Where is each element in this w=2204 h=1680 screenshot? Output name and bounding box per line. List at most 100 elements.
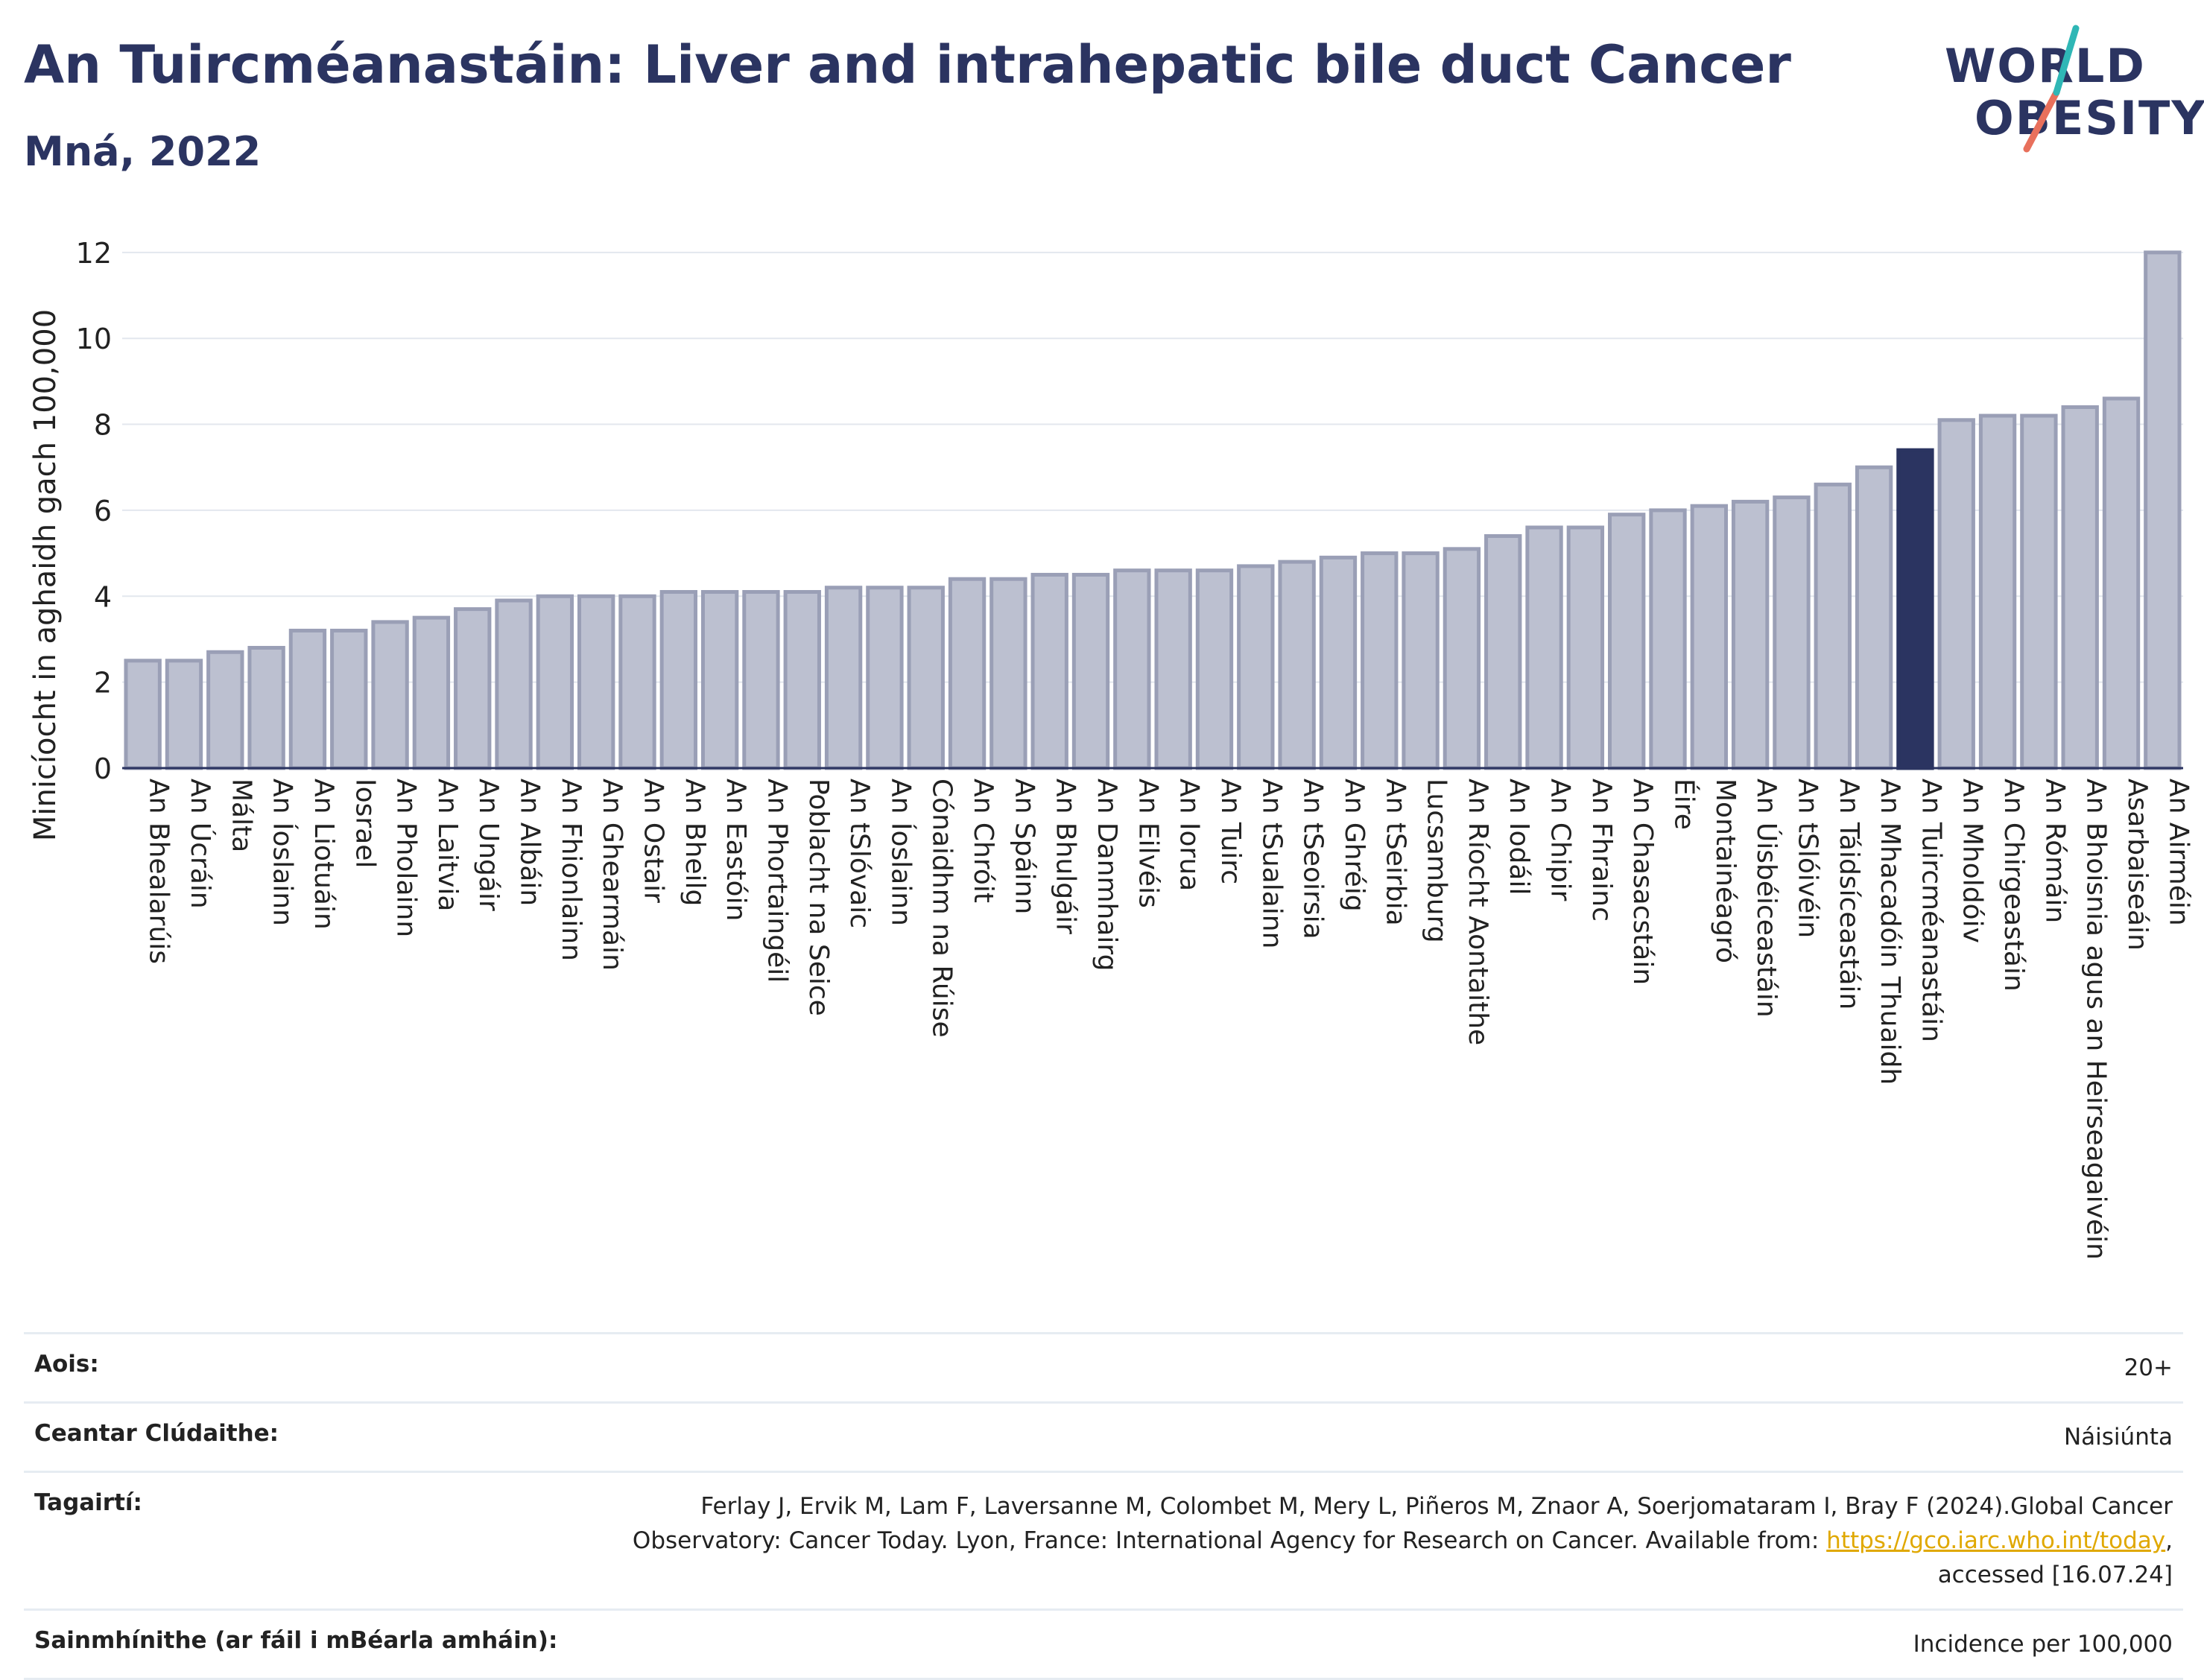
y-tick-label: 12 xyxy=(76,237,112,270)
x-tick-label: An Chipir xyxy=(1545,779,1576,901)
x-tick-label: An Pholainn xyxy=(391,779,422,937)
bar xyxy=(1443,547,1481,770)
bar xyxy=(330,628,368,770)
area-label: Ceantar Clúdaithe: xyxy=(34,1420,279,1447)
bar xyxy=(165,659,203,770)
bar xyxy=(1113,568,1151,770)
x-tick-label: An Bhoisnia agus an Heirseagaivéin xyxy=(2081,779,2112,1260)
bar xyxy=(1402,551,1440,770)
bar xyxy=(1855,465,1893,770)
chart-subtitle: Mná, 2022 xyxy=(24,128,262,175)
bar xyxy=(783,590,821,770)
x-tick-label: An Bhealarúis xyxy=(144,779,174,964)
axes: 0 2 4 6 8 10 12 xyxy=(76,237,2183,785)
x-tick-label: An Airméin xyxy=(2163,779,2194,926)
x-tick-label: An Chasacstáin xyxy=(1627,779,1658,985)
x-tick-label: An tSlóivéin xyxy=(1792,779,1823,938)
x-tick-label: An Iorua xyxy=(1174,779,1205,891)
x-tick-label: An Eastóin xyxy=(721,779,751,921)
bar xyxy=(948,577,987,770)
bars xyxy=(124,250,2182,770)
x-tick-label: Poblacht na Seice xyxy=(803,779,834,1016)
info-table: Aois: 20+ Ceantar Clúdaithe: Náisiúnta T… xyxy=(24,1332,2183,1680)
bar xyxy=(1195,568,1234,770)
bar xyxy=(1649,508,1687,770)
bar xyxy=(288,628,327,770)
bar xyxy=(1319,555,1358,770)
area-value: Náisiúnta xyxy=(2063,1424,2173,1451)
x-tick-label: An tSeirbia xyxy=(1380,779,1410,926)
bar xyxy=(659,590,698,770)
x-tick-label: An Fhrainc xyxy=(1586,779,1617,922)
x-tick-label: An Mhacadóin Thuaidh xyxy=(1875,779,1905,1085)
x-tick-label: Lucsamburg xyxy=(1422,779,1452,943)
bar xyxy=(536,594,574,770)
x-tick-label: An Laitvia xyxy=(432,779,463,912)
x-tick-label: An Ghearmáin xyxy=(597,779,627,971)
bar xyxy=(1030,572,1068,770)
bar xyxy=(1773,495,1811,770)
bar xyxy=(1237,564,1275,770)
info-row-area: Ceantar Clúdaithe: Náisiúnta xyxy=(24,1401,2183,1471)
x-tick-label: An Ghréig xyxy=(1339,779,1369,912)
definitions-label: Sainmhínithe (ar fáil i mBéarla amháin): xyxy=(34,1627,558,1654)
x-tick-label: An Ostair xyxy=(639,779,669,903)
x-tick-label: An Albáin xyxy=(515,779,545,906)
bar-highlighted xyxy=(1896,448,1934,770)
category-labels: An Bhealarúis An Úcráin Málta An Íoslainn An… xyxy=(144,779,2194,1260)
bar xyxy=(1978,413,2017,770)
info-row-age: Aois: 20+ xyxy=(24,1332,2183,1401)
x-tick-label: An Danmhairg xyxy=(1092,779,1122,971)
bar xyxy=(206,650,244,770)
x-tick-label: An Íoslainn xyxy=(885,779,916,926)
bar xyxy=(577,594,615,770)
bar xyxy=(1814,482,1852,770)
y-axis-label: Minicíocht in aghaidh gach 100,000 xyxy=(28,309,63,841)
world-obesity-logo: WORLD OBESITY xyxy=(1945,21,2204,155)
reference-link[interactable]: https://gco.iarc.who.int/today xyxy=(1826,1527,2166,1554)
bar xyxy=(866,586,904,770)
reference-text-part-1: Ferlay J, Ervik M, Lam F, Laversanne M, … xyxy=(632,1493,2173,1554)
bar xyxy=(2020,413,2058,770)
age-value: 20+ xyxy=(2124,1354,2173,1381)
x-tick-label: Málta xyxy=(226,779,256,852)
bar xyxy=(1731,499,1770,770)
bar xyxy=(2102,396,2141,770)
bar xyxy=(1484,534,1522,770)
bar xyxy=(1154,568,1192,770)
x-tick-label: An Úisbéiceastáin xyxy=(1751,779,1782,1018)
x-tick-label: An Úcráin xyxy=(185,779,216,909)
x-tick-label: An Chirgeastáin xyxy=(1998,779,2029,992)
bar xyxy=(989,577,1027,770)
info-row-definitions: Sainmhínithe (ar fáil i mBéarla amháin):… xyxy=(24,1608,2183,1680)
bar xyxy=(1607,513,1646,770)
x-tick-label: An Fhionlainn xyxy=(556,779,586,961)
bar xyxy=(124,659,162,770)
references-text: Ferlay J, Ervik M, Lam F, Laversanne M, … xyxy=(623,1489,2173,1592)
x-tick-label: An Chróit xyxy=(968,779,998,903)
x-tick-label: An Liotuáin xyxy=(308,779,339,930)
bar xyxy=(1937,418,1975,770)
bar xyxy=(618,594,656,770)
bar xyxy=(1566,525,1605,770)
logo-slash-icon xyxy=(2023,25,2080,153)
bar xyxy=(2144,250,2182,770)
bar xyxy=(1278,560,1316,770)
x-tick-label: An tSualainn xyxy=(1256,779,1287,948)
definitions-value: Incidence per 100,000 xyxy=(1913,1631,2173,1658)
logo-word-obesity: OBESITY xyxy=(1975,91,2204,145)
bar xyxy=(2061,405,2099,770)
x-tick-label: An Tuirc xyxy=(1215,779,1246,884)
y-tick-label: 6 xyxy=(94,495,112,527)
y-tick-label: 8 xyxy=(94,409,112,442)
y-tick-label: 0 xyxy=(94,752,112,785)
x-tick-label: An Iodáil xyxy=(1504,779,1534,895)
x-tick-label: An Rómáin xyxy=(2039,779,2070,923)
logo-word-world: WORLD xyxy=(1945,39,2146,93)
bar xyxy=(742,590,780,770)
bar xyxy=(495,598,533,770)
x-tick-label: An Táidsíceastáin xyxy=(1834,779,1864,1009)
x-tick-label: Montainéagró xyxy=(1710,779,1741,963)
age-label: Aois: xyxy=(34,1351,99,1378)
